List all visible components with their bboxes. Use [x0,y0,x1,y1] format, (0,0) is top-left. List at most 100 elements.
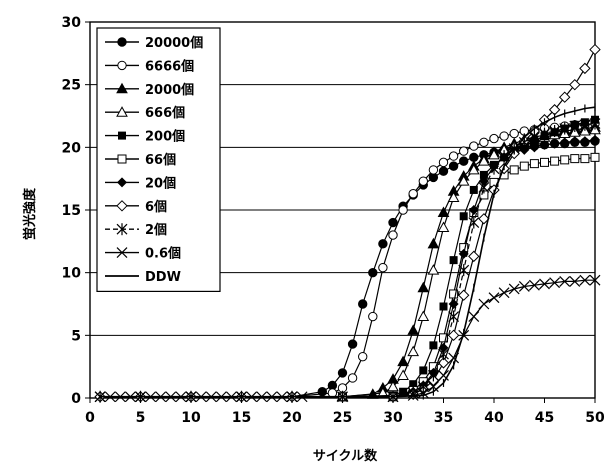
data-point [94,391,106,403]
data-point [388,230,398,240]
data-point [528,131,540,144]
data-point [488,292,500,304]
data-point [519,144,530,155]
data-point [589,117,601,130]
data-point [488,148,500,160]
x-axis-title: サイクル数 [313,448,378,464]
data-point [429,341,438,350]
data-point [256,391,268,403]
data-point [469,185,478,194]
y-tick-label: 5 [71,328,81,344]
axes: 0 5 10 15 20 25 30 0 5 10 15 20 25 30 35 40 45 50 [62,15,604,426]
data-point [185,391,197,403]
data-point [459,146,469,156]
data-point [447,191,460,202]
legend-marker [117,177,127,188]
data-point [539,278,550,290]
data-point [579,118,591,131]
data-point [569,120,581,133]
data-point [236,391,247,403]
data-point [449,256,458,265]
legend-marker [116,106,128,117]
data-point [559,137,570,148]
data-point [378,262,388,273]
x-tick-label: 40 [484,410,504,426]
legend-item: 200個 [105,129,185,145]
data-point [427,381,439,393]
legend-item: 2個 [105,222,167,238]
series-group [94,43,601,403]
data-point [468,205,479,215]
legend-label: 0.6個 [145,246,181,262]
data-point [397,369,409,380]
y-tick-label: 30 [62,15,82,31]
data-point [550,156,560,166]
data-point [417,310,430,322]
data-point [559,276,571,287]
data-point [418,176,428,186]
legend-marker [116,223,128,236]
data-point [528,279,540,291]
data-point [508,283,520,295]
data-point [448,310,460,323]
data-point [579,274,591,286]
data-point [387,380,399,392]
data-point [419,366,428,375]
data-point [447,329,460,342]
data-point [399,387,408,396]
data-point [438,342,449,353]
data-point [398,205,408,215]
data-point [529,142,540,153]
data-point [478,155,490,166]
legend-item: 20個 [105,175,176,191]
data-point [368,311,378,322]
y-tick-label: 20 [62,140,82,156]
data-point [569,276,581,287]
data-point [337,368,348,378]
data-point [569,136,580,147]
legend-item: 6個 [105,199,167,215]
x-tick-label: 15 [232,410,251,426]
legend-label: 20000個 [145,35,203,51]
data-point [559,122,571,135]
data-point [246,391,258,403]
series-line [100,279,595,398]
data-point [286,391,298,403]
data-point [529,159,539,169]
x-tick-label: 50 [585,410,604,426]
data-point [589,43,601,56]
legend-label: 6個 [145,199,167,215]
y-axis-title: 蛍光強度 [22,187,38,240]
data-point [437,206,450,218]
legend-label: 200個 [145,129,185,145]
data-point [549,125,561,138]
data-point [195,391,207,403]
legend-item: DDW [105,270,181,285]
y-tick-label: 25 [62,78,81,94]
data-point [449,289,459,299]
x-tick-label: 0 [85,410,95,426]
data-point [358,351,368,362]
data-point [438,348,449,361]
data-point [479,137,489,148]
x-tick-label: 10 [181,410,201,426]
data-point [114,391,126,403]
legend-label: 6666個 [145,58,194,74]
data-point [448,151,459,161]
data-point [457,175,470,186]
legend-item: 6666個 [105,58,194,74]
data-point [580,154,590,164]
legend-marker [116,200,128,212]
legend-item: 0.6個 [105,246,181,262]
data-point [539,139,550,150]
data-point [478,213,490,225]
data-point [468,311,480,322]
data-point [347,339,358,349]
data-point [407,345,420,357]
legend-label: 20個 [145,175,176,191]
data-point [145,391,157,403]
x-tick-label: 45 [535,410,554,426]
data-point [479,170,488,179]
x-tick-label: 20 [282,410,302,426]
